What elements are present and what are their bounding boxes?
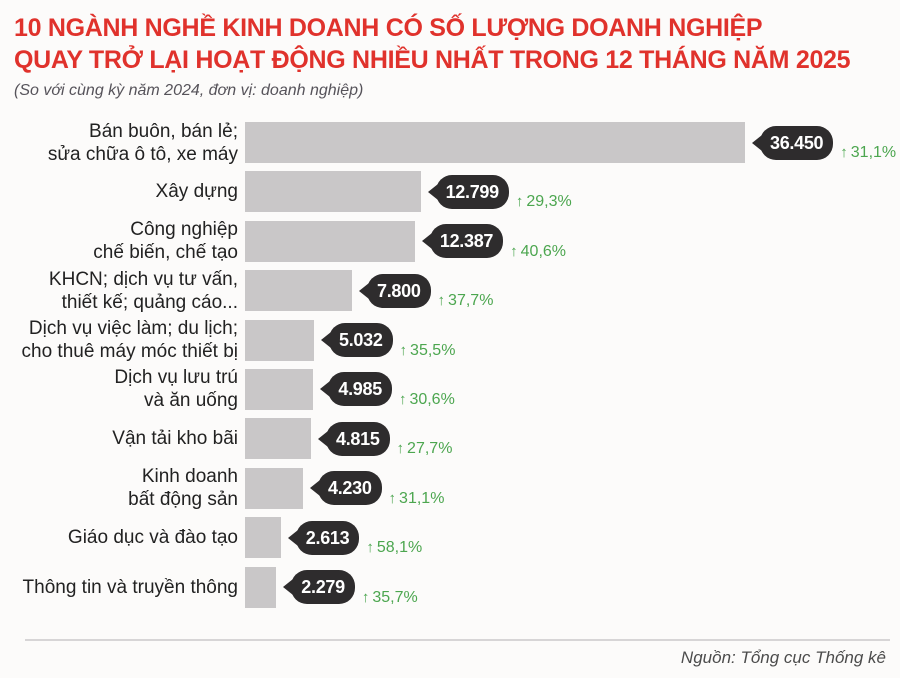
growth-percent: 29,3%: [526, 193, 572, 211]
growth-indicator: ↑ 37,7%: [438, 292, 494, 310]
chart-row: KHCN; dịch vụ tư vấn, thiết kế; quảng cá…: [0, 268, 900, 313]
bar: [245, 270, 352, 312]
growth-indicator: ↑ 30,6%: [399, 391, 455, 409]
value-badge: 4.230: [318, 471, 382, 506]
growth-indicator: ↑ 58,1%: [366, 539, 422, 557]
up-arrow-icon: ↑: [437, 292, 446, 310]
value-label: 36.450: [770, 132, 824, 153]
footer-divider: [25, 639, 890, 641]
bar-track: 4.815 ↑ 27,7%: [245, 418, 900, 460]
category-label: Giáo dục và đào tạo: [67, 527, 238, 549]
value-badge: 12.799: [435, 174, 509, 209]
category-label: Dịch vụ lưu trú và ăn uống: [114, 367, 238, 412]
bar-track: 2.279 ↑ 35,7%: [245, 566, 900, 608]
bar-track: 12.799 ↑ 29,3%: [245, 171, 900, 213]
bar: [245, 467, 303, 509]
bar: [245, 171, 421, 213]
page-title: 10 NGÀNH NGHỀ KINH DOANH CÓ SỐ LƯỢNG DOA…: [14, 14, 851, 74]
up-arrow-icon: ↑: [840, 144, 848, 161]
growth-indicator: ↑ 31,1%: [840, 144, 896, 162]
growth-indicator: ↑ 40,6%: [510, 243, 566, 261]
source-credit: Nguồn: Tổng cục Thống kê: [680, 648, 886, 667]
category-label: Vận tải kho bãi: [112, 428, 238, 450]
chart-row: Giáo dục và đào tạo 2.613 ↑ 58,1%: [0, 517, 900, 559]
up-arrow-icon: ↑: [515, 193, 524, 211]
category-label: Xây dựng: [155, 181, 238, 203]
chart-row: Bán buôn, bán lẻ; sửa chữa ô tô, xe máy …: [0, 120, 900, 165]
up-arrow-icon: ↑: [398, 390, 407, 408]
up-arrow-icon: ↑: [510, 242, 518, 260]
value-badge: 4.985: [328, 372, 392, 407]
bar: [245, 368, 314, 410]
value-label: 4.230: [328, 478, 372, 499]
chart-row: Dịch vụ lưu trú và ăn uống 4.985 ↑ 30,6%: [0, 367, 900, 412]
category-label: Công nghiệp chế biến, chế tạo: [93, 219, 238, 264]
up-arrow-icon: ↑: [361, 588, 370, 606]
value-label: 12.387: [439, 231, 494, 252]
bar-track: 5.032 ↑ 35,5%: [245, 319, 900, 361]
value-label: 4.815: [336, 428, 380, 449]
category-label: Dịch vụ việc làm; du lịch; cho thuê máy …: [21, 318, 239, 363]
category-label: Thông tin và truyền thông: [22, 576, 238, 598]
value-badge: 4.815: [326, 421, 390, 456]
bar-track: 7.800 ↑ 37,7%: [245, 270, 900, 312]
chart-row: Dịch vụ việc làm; du lịch; cho thuê máy …: [0, 318, 900, 363]
value-badge: 2.279: [291, 570, 355, 605]
chart-row: Thông tin và truyền thông 2.279 ↑ 35,7%: [0, 566, 900, 608]
value-badge: 7.800: [367, 273, 431, 308]
value-label: 7.800: [377, 280, 421, 301]
bar: [245, 319, 314, 361]
value-label: 4.985: [338, 379, 382, 400]
bar: [245, 517, 281, 559]
bar: [245, 122, 745, 163]
chart-header: 10 NGÀNH NGHỀ KINH DOANH CÓ SỐ LƯỢNG DOA…: [14, 12, 886, 100]
growth-percent: 30,6%: [409, 390, 455, 408]
bar-track: 12.387 ↑ 40,6%: [245, 220, 900, 262]
bar-track: 4.230 ↑ 31,1%: [245, 467, 900, 509]
up-arrow-icon: ↑: [388, 489, 397, 507]
value-label: 2.279: [301, 577, 345, 598]
bar: [245, 220, 415, 262]
bar-track: 36.450 ↑ 31,1%: [245, 122, 900, 163]
bar-track: 4.985 ↑ 30,6%: [245, 368, 900, 410]
category-label: Bán buôn, bán lẻ; sửa chữa ô tô, xe máy: [47, 120, 238, 165]
growth-indicator: ↑ 27,7%: [397, 440, 453, 458]
chart-row: Kinh doanh bất động sản 4.230 ↑ 31,1%: [0, 466, 900, 511]
growth-indicator: ↑ 35,5%: [400, 342, 456, 360]
growth-percent: 35,7%: [372, 588, 418, 606]
growth-indicator: ↑ 31,1%: [389, 490, 445, 508]
growth-indicator: ↑ 35,7%: [362, 589, 418, 607]
up-arrow-icon: ↑: [399, 341, 408, 359]
category-label: KHCN; dịch vụ tư vấn, thiết kế; quảng cá…: [48, 268, 238, 313]
bar: [245, 566, 277, 608]
growth-percent: 27,7%: [407, 440, 453, 458]
value-badge: 36.450: [760, 125, 834, 160]
chart-row: Công nghiệp chế biến, chế tạo 12.387 ↑ 40…: [0, 219, 900, 264]
bar-track: 2.613 ↑ 58,1%: [245, 517, 900, 559]
growth-percent: 40,6%: [520, 242, 567, 260]
growth-indicator: ↑ 29,3%: [516, 193, 572, 211]
value-label: 12.799: [445, 181, 500, 202]
bar: [245, 418, 311, 460]
up-arrow-icon: ↑: [366, 539, 374, 557]
value-badge: 5.032: [329, 323, 393, 358]
value-badge: 12.387: [429, 224, 504, 259]
growth-percent: 35,5%: [410, 341, 456, 359]
value-label: 5.032: [339, 330, 383, 351]
growth-percent: 58,1%: [376, 539, 423, 557]
growth-percent: 37,7%: [448, 292, 494, 310]
chart-subtitle: (So với cùng kỳ năm 2024, đơn vị: doanh …: [14, 82, 364, 99]
chart-row: Xây dựng 12.799 ↑ 29,3%: [0, 171, 900, 213]
value-label: 2.613: [305, 527, 350, 548]
bar-chart: Bán buôn, bán lẻ; sửa chữa ô tô, xe máy …: [0, 120, 900, 616]
category-label: Kinh doanh bất động sản: [128, 466, 238, 511]
growth-percent: 31,1%: [399, 489, 445, 507]
growth-percent: 31,1%: [850, 144, 897, 161]
up-arrow-icon: ↑: [396, 440, 405, 458]
chart-row: Vận tải kho bãi 4.815 ↑ 27,7%: [0, 418, 900, 460]
value-badge: 2.613: [295, 520, 360, 555]
